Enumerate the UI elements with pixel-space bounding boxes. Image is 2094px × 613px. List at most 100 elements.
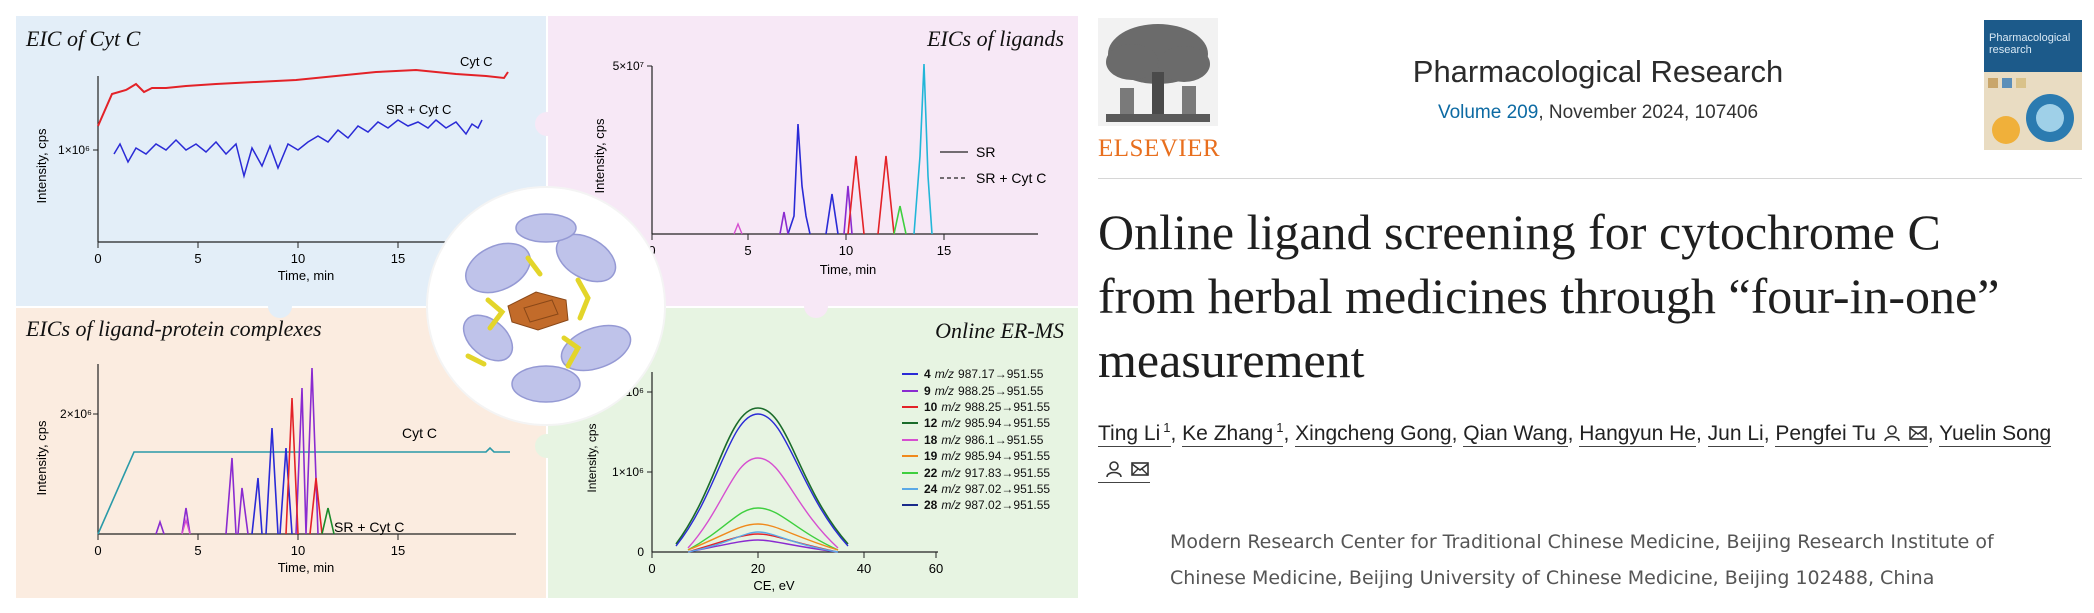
author-footnote-mark: 1 bbox=[1163, 420, 1171, 435]
online-erms-plot: 0 20 40 60 CE, eV 0 1×10⁶ 2×10⁶ Intensit… bbox=[585, 372, 943, 593]
xtick: 10 bbox=[291, 543, 305, 558]
legend-line bbox=[902, 487, 918, 490]
x-axis-label: CE, eV bbox=[753, 578, 795, 593]
erms-curve-22 bbox=[687, 507, 839, 551]
ligand-peaks-cyan bbox=[913, 63, 933, 235]
legend-line bbox=[902, 373, 918, 376]
xtick: 40 bbox=[857, 561, 871, 576]
xtick: 15 bbox=[391, 543, 405, 558]
xtick: 0 bbox=[648, 243, 655, 258]
panel-title: EICs of ligand-protein complexes bbox=[26, 316, 322, 341]
puzzle-connector bbox=[535, 112, 559, 136]
ytick: 1×10⁶ bbox=[612, 465, 644, 479]
legend-transition: 986.1→951.55 bbox=[964, 432, 1044, 447]
journal-cover[interactable]: Pharmacological research bbox=[1984, 20, 2082, 150]
ligand-peaks-green bbox=[893, 205, 907, 235]
legend-mz: m/z bbox=[941, 449, 961, 464]
y-axis-label: Intensity, cps bbox=[592, 118, 607, 193]
cytc-label: Cyt C bbox=[402, 425, 437, 441]
xtick: 0 bbox=[94, 251, 101, 266]
complex-red bbox=[285, 397, 323, 535]
author-name: Xingcheng Gong bbox=[1295, 422, 1452, 445]
author-link[interactable]: Jun Li bbox=[1707, 422, 1764, 447]
email-icon bbox=[1131, 462, 1149, 476]
author-link[interactable]: Qian Wang bbox=[1463, 422, 1568, 447]
legend-compound-number: 10 bbox=[924, 399, 938, 414]
xtick: 15 bbox=[937, 243, 951, 258]
author-name: Yuelin Song bbox=[1939, 422, 2052, 445]
complex-cytc-teal bbox=[97, 446, 510, 535]
xtick: 15 bbox=[391, 251, 405, 266]
cytc-label: Cyt C bbox=[460, 54, 493, 69]
author-list: Ting Li 1, Ke Zhang 1, Xingcheng Gong, Qia… bbox=[1098, 416, 2058, 488]
xtick: 10 bbox=[291, 251, 305, 266]
panel-title: EIC of Cyt C bbox=[26, 26, 141, 51]
author-link[interactable]: Hangyun He bbox=[1579, 422, 1696, 447]
journal-header: ELSEVIER Pharmacological Research Volume… bbox=[1098, 16, 2082, 180]
x-axis-label: Time, min bbox=[278, 268, 335, 283]
legend-sr: SR bbox=[976, 144, 995, 160]
xtick: 5 bbox=[744, 243, 751, 258]
legend-mz: m/z bbox=[941, 481, 961, 496]
legend-transition: 988.25→951.55 bbox=[958, 383, 1044, 398]
header-divider bbox=[1098, 178, 2082, 179]
legend-row: 18 m/z 986.1→951.55 bbox=[902, 432, 1072, 448]
author-link[interactable]: Ting Li 1 bbox=[1098, 420, 1171, 447]
legend-row: 28 m/z 987.02→951.55 bbox=[902, 497, 1072, 513]
legend-compound-number: 28 bbox=[924, 498, 938, 513]
sr-cytc-blue-trace bbox=[113, 118, 483, 179]
legend-compound-number: 18 bbox=[924, 432, 938, 447]
protein-cartoon bbox=[462, 213, 632, 403]
ytick: 5×10⁷ bbox=[613, 59, 644, 73]
xtick: 10 bbox=[839, 243, 853, 258]
author-footnote-mark: 1 bbox=[1276, 420, 1284, 435]
xtick: 0 bbox=[648, 561, 655, 576]
ligand-peaks-blue bbox=[787, 123, 839, 235]
x-axis-label: Time, min bbox=[278, 560, 335, 575]
email-icon bbox=[1908, 426, 1927, 440]
complex-purple bbox=[155, 367, 319, 535]
legend-line bbox=[902, 405, 918, 408]
legend-mz: m/z bbox=[941, 465, 961, 480]
author-separator: , bbox=[1763, 422, 1776, 445]
legend-row: 4 m/z 987.17→951.55 bbox=[902, 366, 1072, 382]
affiliation: Modern Research Center for Traditional C… bbox=[1170, 531, 1994, 589]
legend-transition: 917.83→951.55 bbox=[964, 465, 1051, 480]
author-link[interactable]: Yuelin Song bbox=[1098, 422, 2052, 483]
xtick: 5 bbox=[194, 543, 201, 558]
ytick: 1×10⁶ bbox=[58, 143, 90, 157]
y-axis-label: Intensity, cps bbox=[585, 423, 599, 492]
legend-row: 9 m/z 988.25→951.55 bbox=[902, 382, 1072, 398]
erms-curve-4 bbox=[675, 413, 849, 547]
legend-line bbox=[902, 455, 918, 458]
protein-structure-image bbox=[428, 188, 664, 424]
x-axis-label: Time, min bbox=[820, 262, 877, 277]
author-name: Jun Li bbox=[1707, 422, 1764, 445]
erms-legend: 4 m/z 987.17→951.55 9 m/z 988.25→951.55 10 m/z 9… bbox=[902, 366, 1072, 514]
author-name: Qian Wang bbox=[1463, 422, 1568, 445]
sr-cytc-label: SR + Cyt C bbox=[386, 102, 451, 117]
legend-mz: m/z bbox=[941, 399, 961, 414]
erms-curve-12 bbox=[675, 407, 849, 545]
eic-cytc-plot: 0 5 10 15 Time, min 1×10⁶ Intensity, cps… bbox=[34, 54, 516, 283]
elsevier-wordmark: ELSEVIER bbox=[1098, 135, 1221, 162]
elsevier-logo[interactable]: ELSEVIER bbox=[1098, 18, 1220, 162]
legend-mz: m/z bbox=[941, 416, 961, 431]
author-link[interactable]: Pengfei Tu bbox=[1775, 422, 1928, 447]
legend-sr-cytc: SR + Cyt C bbox=[976, 170, 1046, 186]
author-link[interactable]: Xingcheng Gong bbox=[1295, 422, 1452, 447]
erms-curve-19 bbox=[687, 523, 839, 551]
cover-artwork-icon bbox=[1984, 72, 2082, 150]
cover-title: Pharmacological research bbox=[1989, 32, 2071, 56]
y-axis-label: Intensity, cps bbox=[34, 420, 49, 495]
author-name: Ke Zhang bbox=[1182, 422, 1274, 445]
journal-name[interactable]: Pharmacological Research bbox=[1412, 54, 1784, 89]
panel-title: Online ER-MS bbox=[935, 318, 1064, 343]
volume-link[interactable]: Volume 209 bbox=[1437, 102, 1539, 123]
panel-eic-cytc: EIC of Cyt C 0 5 10 15 Time, min 1×10⁶ I… bbox=[16, 16, 546, 306]
author-link[interactable]: Ke Zhang 1 bbox=[1182, 420, 1284, 447]
legend-mz: m/z bbox=[941, 432, 961, 447]
ligand-peaks-red bbox=[847, 155, 895, 235]
legend-compound-number: 12 bbox=[924, 416, 938, 431]
legend-compound-number: 4 bbox=[924, 367, 931, 382]
